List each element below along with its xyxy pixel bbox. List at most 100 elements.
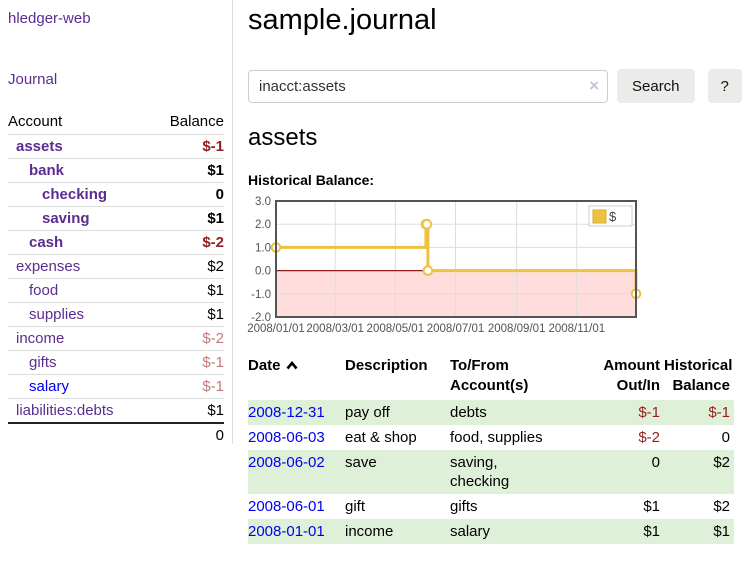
account-balance: $1 [150, 302, 224, 327]
transaction-description: gift [345, 498, 366, 515]
column-header-historical: Historical Balance [664, 354, 734, 400]
account-balance: $1 [150, 158, 224, 183]
account-row: food $1 [8, 278, 224, 303]
transaction-row[interactable]: 2008-12-31 pay off debts $-1 $-1 [248, 400, 734, 425]
transaction-accounts: gifts [450, 498, 478, 515]
transaction-description: eat & shop [345, 429, 417, 446]
account-balance: 0 [150, 182, 224, 207]
historical-balance-chart: $3.0 2.0 1.0 0.0 -1.0 -2.0 2008/01/01 2008/03/0… [247, 196, 648, 336]
transaction-description: income [345, 523, 394, 540]
y-tick-label: 1.0 [255, 242, 271, 254]
account-row: liabilities:debts $1 [8, 398, 224, 423]
transaction-date-link[interactable]: 2008-12-31 [248, 404, 325, 421]
column-label: Historical Balance [664, 357, 733, 394]
plot-border [275, 200, 637, 318]
sidebar: hledger-web Journal Account Balance asse… [0, 0, 233, 447]
account-balance: $1 [150, 398, 224, 423]
account-row: expenses $2 [8, 254, 224, 279]
account-row: assets $-1 [8, 134, 224, 159]
data-point-marker [421, 218, 433, 230]
main-content: sample.journal × Search ? assets Histori… [247, 0, 742, 544]
y-tick-label: -2.0 [251, 312, 271, 324]
account-link-salary[interactable]: salary [29, 378, 70, 395]
account-heading: assets [248, 124, 318, 151]
sidebar-item-journal[interactable]: Journal [8, 71, 58, 88]
account-row: saving $1 [8, 206, 224, 231]
transaction-amount: 0 [651, 454, 660, 471]
account-balance: $-2 [150, 230, 224, 255]
account-row: cash $-2 [8, 230, 224, 255]
y-tick-label: 0.0 [255, 266, 271, 278]
x-tick-label: 2008/11/01 [548, 323, 605, 335]
column-header-amount: Amount Out/In [600, 354, 664, 400]
account-balance: $-1 [150, 350, 224, 375]
accounts-table-body: assets $-1 bank $1 checking 0 saving $1 cash $-2 e… [8, 134, 224, 423]
x-tick-label: 2008/05/01 [367, 323, 425, 335]
transaction-date-link[interactable]: 2008-06-03 [248, 429, 325, 446]
sort-ascending-icon [286, 361, 298, 370]
account-link-income[interactable]: income [16, 330, 65, 347]
account-link-cash[interactable]: cash [29, 234, 64, 251]
x-tick-label: 2008/01/01 [247, 323, 305, 335]
transaction-row[interactable]: 2008-01-01 income salary $1 $1 [248, 519, 734, 544]
transaction-date-link[interactable]: 2008-06-01 [248, 498, 325, 515]
account-row: gifts $-1 [8, 350, 224, 375]
accounts-header-balance: Balance [169, 113, 224, 130]
accounts-table: Account Balance assets $-1 bank $1 checking 0… [8, 110, 224, 447]
help-button[interactable]: ? [707, 69, 742, 103]
transaction-balance: $2 [713, 498, 730, 515]
transaction-balance: $1 [713, 523, 730, 540]
y-tick-label: -1.0 [251, 289, 271, 301]
account-link-bank[interactable]: bank [29, 162, 65, 179]
clear-search-icon[interactable]: × [589, 76, 599, 96]
transaction-row[interactable]: 2008-06-02 save saving, checking 0 $2 [248, 450, 734, 494]
account-link-food[interactable]: food [29, 282, 59, 299]
legend-label: $ [609, 209, 617, 224]
transaction-row[interactable]: 2008-06-03 eat & shop food, supplies $-2 0 [248, 425, 734, 450]
chart-title: Historical Balance: [248, 172, 375, 188]
transaction-amount: $-2 [638, 429, 660, 446]
search-input[interactable] [248, 69, 608, 103]
column-label: Date [248, 357, 281, 374]
account-balance: $1 [150, 278, 224, 303]
column-header-tofrom: To/From Account(s) [450, 354, 600, 400]
app-title-link[interactable]: hledger-web [8, 10, 91, 27]
accounts-total-row: 0 [8, 422, 224, 447]
x-tick-label: 2008/09/01 [488, 323, 546, 335]
account-link-gifts[interactable]: gifts [29, 354, 57, 371]
account-row: income $-2 [8, 326, 224, 351]
account-row: supplies $1 [8, 302, 224, 327]
account-link-supplies[interactable]: supplies [29, 306, 85, 323]
account-link-liabilities-debts[interactable]: liabilities:debts [16, 402, 114, 419]
account-row: bank $1 [8, 158, 224, 183]
account-link-saving[interactable]: saving [42, 210, 90, 227]
y-tick-label: 3.0 [255, 196, 271, 208]
account-balance: $-1 [150, 134, 224, 159]
transaction-accounts: food, supplies [450, 429, 543, 446]
transaction-accounts: saving, checking [450, 454, 510, 490]
account-row: checking 0 [8, 182, 224, 207]
accounts-header-account: Account [8, 113, 63, 130]
account-link-checking[interactable]: checking [42, 186, 108, 203]
account-balance: $2 [150, 254, 224, 279]
column-label: Description [345, 357, 428, 374]
transaction-row[interactable]: 2008-06-01 gift gifts $1 $2 [248, 494, 734, 519]
account-link-expenses[interactable]: expenses [16, 258, 81, 275]
account-balance: $1 [150, 206, 224, 231]
transaction-balance: $2 [713, 454, 730, 471]
column-label: Amount Out/In [603, 357, 660, 394]
transaction-date-link[interactable]: 2008-06-02 [248, 454, 325, 471]
transaction-description: pay off [345, 404, 390, 421]
transaction-description: save [345, 454, 377, 471]
transaction-accounts: debts [450, 404, 487, 421]
search-button[interactable]: Search [617, 69, 695, 103]
legend-swatch [592, 209, 607, 224]
column-header-date[interactable]: Date [248, 354, 345, 400]
x-tick-label: 2008/03/01 [306, 323, 364, 335]
x-tick-label: 2008/07/01 [427, 323, 485, 335]
transaction-accounts: salary [450, 523, 491, 540]
account-link-assets[interactable]: assets [16, 138, 63, 155]
transactions-header-row: Date Description To/From Account(s) Amount … [248, 354, 734, 400]
transaction-date-link[interactable]: 2008-01-01 [248, 523, 325, 540]
search-form: × Search ? [248, 69, 742, 103]
